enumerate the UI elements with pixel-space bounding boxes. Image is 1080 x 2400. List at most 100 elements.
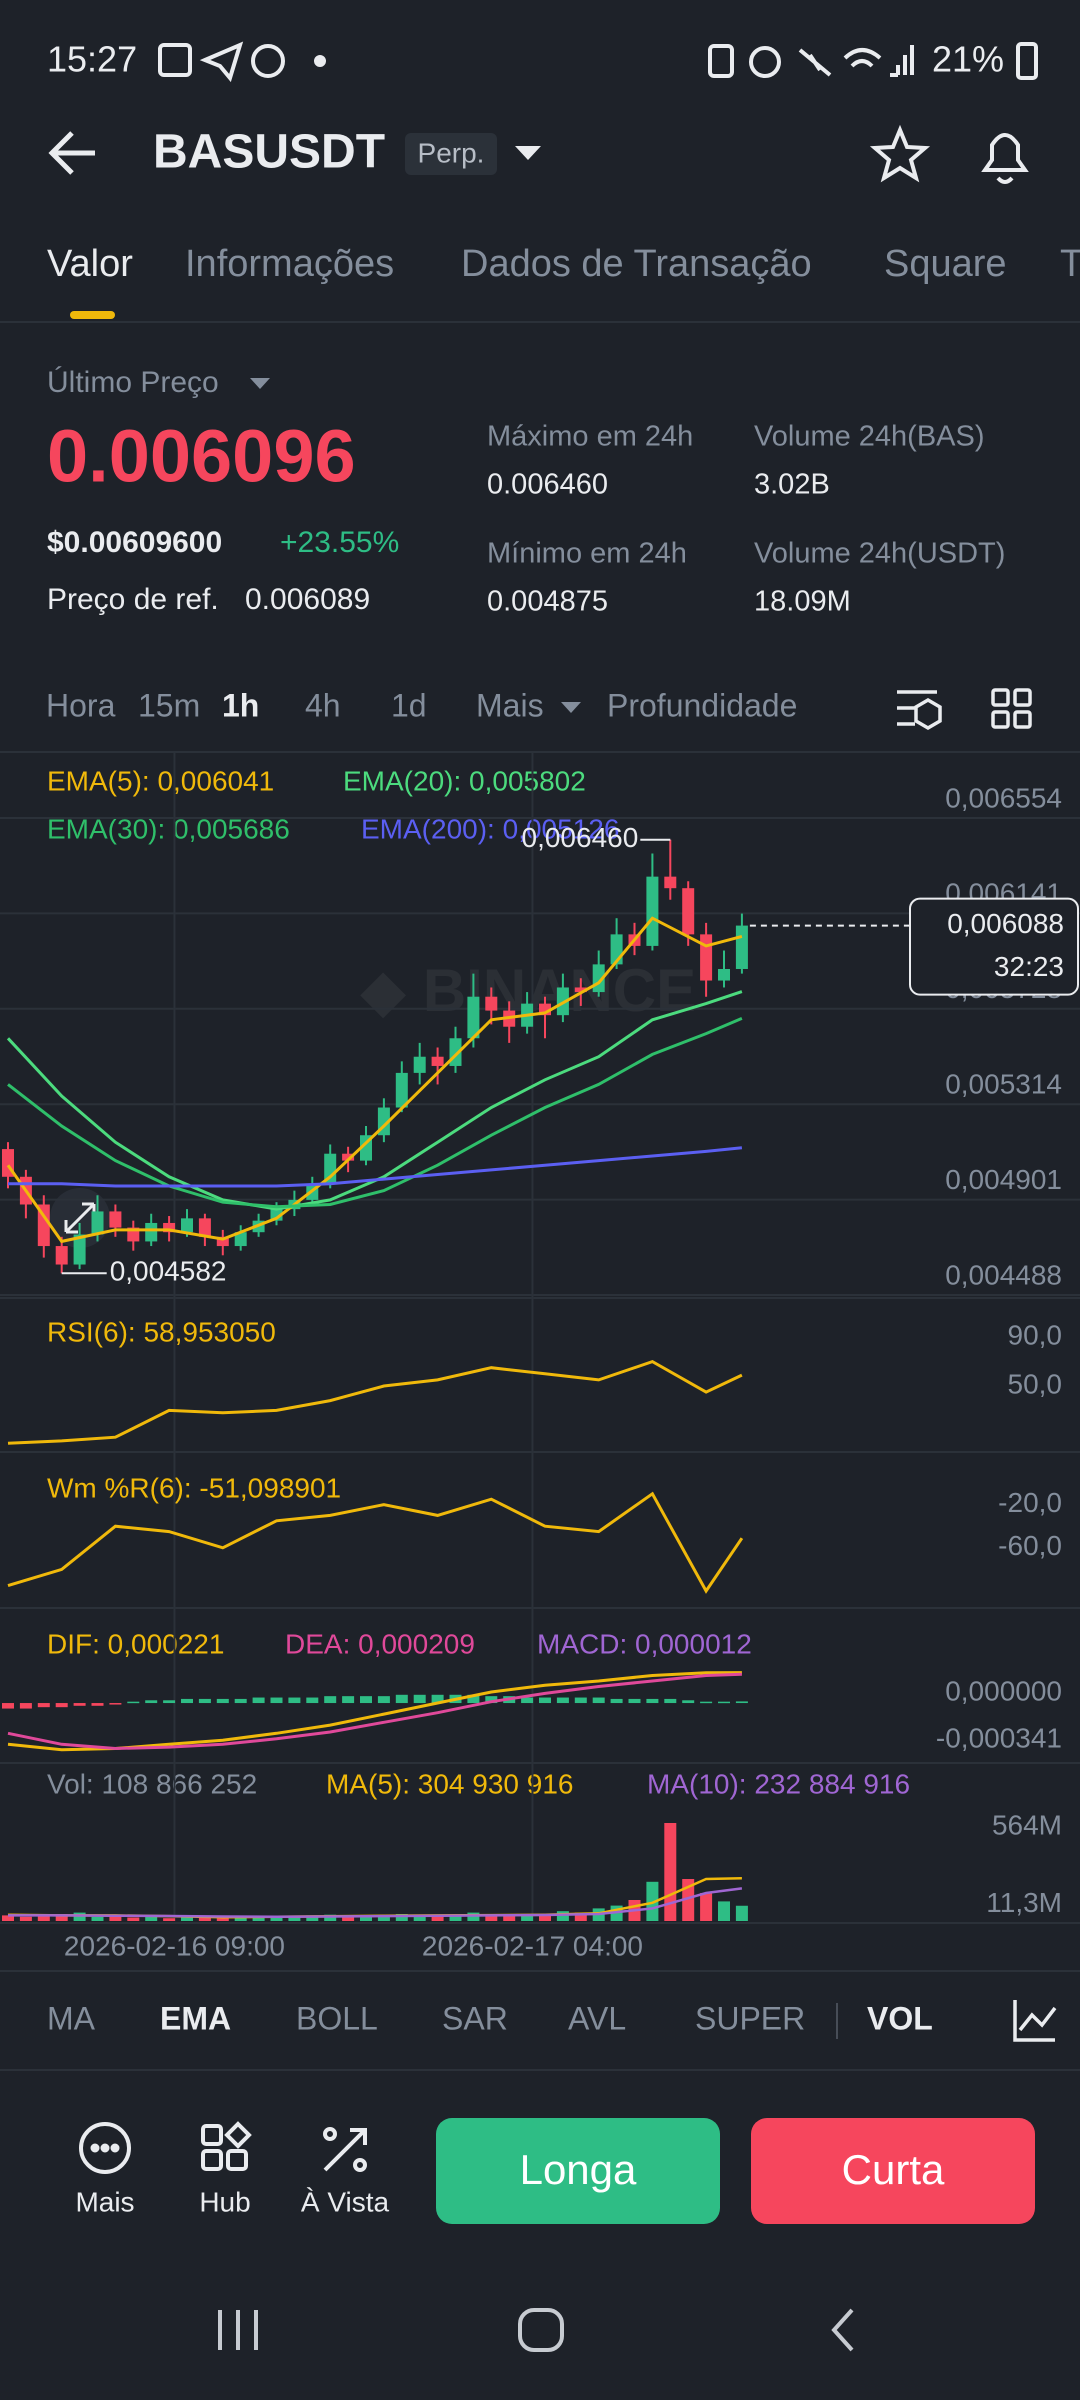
- macd-bar: [521, 1697, 534, 1704]
- macd-bar: [610, 1698, 623, 1704]
- ref-label: Preço de ref.: [47, 583, 219, 616]
- favorite[interactable]: [869, 124, 931, 183]
- divider: [0, 1297, 1080, 1299]
- stat-label: Máximo em 24h: [487, 421, 693, 453]
- alert[interactable]: [981, 133, 1029, 184]
- interval[interactable]: Mais: [476, 687, 544, 723]
- y-tick-label: 0,004488: [945, 1259, 1062, 1290]
- stat-label: Volume 24h(USDT): [754, 538, 1005, 570]
- y-tick-label: 11,3M: [986, 1887, 1062, 1918]
- macd-bar: [288, 1697, 301, 1704]
- icon-bg: [990, 1985, 1080, 2057]
- back[interactable]: [831, 2308, 854, 2352]
- indicator-tab[interactable]: SUPER: [695, 2000, 805, 2036]
- volume-bar: [342, 1916, 355, 1921]
- volume-bar: [216, 1918, 229, 1921]
- tab[interactable]: Dados de Transação: [461, 243, 812, 285]
- interval[interactable]: 4h: [305, 687, 341, 723]
- candle-body: [413, 1056, 426, 1073]
- badge: [405, 133, 497, 175]
- interval[interactable]: Profundidade: [607, 687, 797, 723]
- bottom-label[interactable]: Mais: [75, 2186, 134, 2217]
- volume-bar: [467, 1912, 480, 1921]
- divider: [0, 2069, 1080, 2071]
- bottom-label[interactable]: À Vista: [301, 2186, 390, 2217]
- back-button[interactable]: [48, 131, 95, 175]
- volume-bar: [288, 1916, 301, 1921]
- tab[interactable]: Valor: [47, 243, 133, 285]
- layout-button[interactable]: [991, 688, 1032, 729]
- volume-bar: [377, 1914, 390, 1921]
- candle-body: [342, 1153, 355, 1161]
- short-label: Curta: [842, 2146, 945, 2193]
- macd-bar: [592, 1697, 605, 1704]
- indicator-line: [7, 1017, 743, 1209]
- y-tick-label: -0,000341: [936, 1722, 1062, 1753]
- macd-bar: [360, 1696, 372, 1704]
- last-price: 0.006096: [47, 415, 356, 498]
- macd-bar: [234, 1698, 247, 1704]
- home[interactable]: [518, 2308, 564, 2352]
- volume-bar: [270, 1916, 283, 1921]
- indicator-tab[interactable]: VOL: [867, 2000, 933, 2036]
- chart-settings[interactable]: [897, 690, 942, 731]
- price-tag-countdown: 32:23: [994, 951, 1064, 982]
- indicator-line: [6, 990, 743, 1211]
- macd-bar: [109, 1703, 122, 1705]
- stat-label: Volume 24h(BAS): [754, 421, 985, 453]
- candle-body: [324, 1153, 337, 1184]
- divider: [0, 1762, 1080, 1764]
- battery-text: 21%: [932, 39, 1004, 80]
- caret: [561, 702, 581, 713]
- candle-body: [735, 925, 748, 969]
- indicator-tab[interactable]: SAR: [442, 2000, 508, 2036]
- candle-body: [109, 1211, 122, 1228]
- macd-bar: [413, 1694, 426, 1704]
- interval[interactable]: 1h: [222, 687, 259, 723]
- volume-bar: [163, 1918, 176, 1921]
- volume-bar: [449, 1914, 462, 1921]
- symbol-dropdown[interactable]: [515, 146, 541, 160]
- volume-bar: [431, 1916, 444, 1921]
- stat-label: Mínimo em 24h: [487, 538, 687, 570]
- macd-bar: [431, 1694, 444, 1704]
- bottom-label[interactable]: Hub: [199, 2186, 250, 2217]
- tab[interactable]: Informações: [185, 243, 394, 285]
- symbol: BASUSDT: [153, 126, 385, 179]
- candle-body: [145, 1222, 158, 1242]
- tab[interactable]: Square: [884, 243, 1007, 285]
- indicator-settings[interactable]: [1013, 2000, 1057, 2042]
- macd-bar: [37, 1703, 50, 1708]
- ref-value: 0.006089: [245, 583, 370, 616]
- volume-bar: [395, 1914, 408, 1921]
- macd-bar: [306, 1697, 319, 1704]
- indicator-tab[interactable]: EMA: [160, 2000, 231, 2036]
- macd-bar: [252, 1697, 265, 1704]
- macd-bar: [198, 1698, 211, 1704]
- tab[interactable]: T: [1060, 243, 1080, 285]
- volume-bar: [55, 1914, 68, 1921]
- indicator-tab[interactable]: AVL: [568, 2000, 626, 2036]
- interval[interactable]: 1d: [391, 687, 427, 723]
- indicator-tab[interactable]: MA: [47, 2000, 96, 2036]
- macd-bar: [73, 1703, 86, 1706]
- recent-apps[interactable]: [218, 2310, 258, 2350]
- long-button[interactable]: [436, 2118, 720, 2224]
- macd-bar: [91, 1703, 104, 1706]
- candle-body: [216, 1236, 229, 1247]
- x-tick-label: 2026-02-17 04:00: [422, 1930, 643, 1961]
- macd-bar: [19, 1703, 32, 1709]
- indicator-tab[interactable]: BOLL: [296, 2000, 378, 2036]
- macd-bar: [181, 1698, 193, 1704]
- indicator-line: [6, 916, 743, 1244]
- volume-bar: [521, 1914, 534, 1921]
- candle-body: [73, 1234, 86, 1265]
- short-button[interactable]: [751, 2118, 1035, 2224]
- interval[interactable]: 15m: [138, 687, 200, 723]
- volume-bar: [145, 1916, 158, 1921]
- candle-body: [234, 1232, 247, 1247]
- divider: [0, 1922, 1080, 1924]
- volume-bar: [181, 1917, 193, 1921]
- macd-bar: [628, 1698, 641, 1704]
